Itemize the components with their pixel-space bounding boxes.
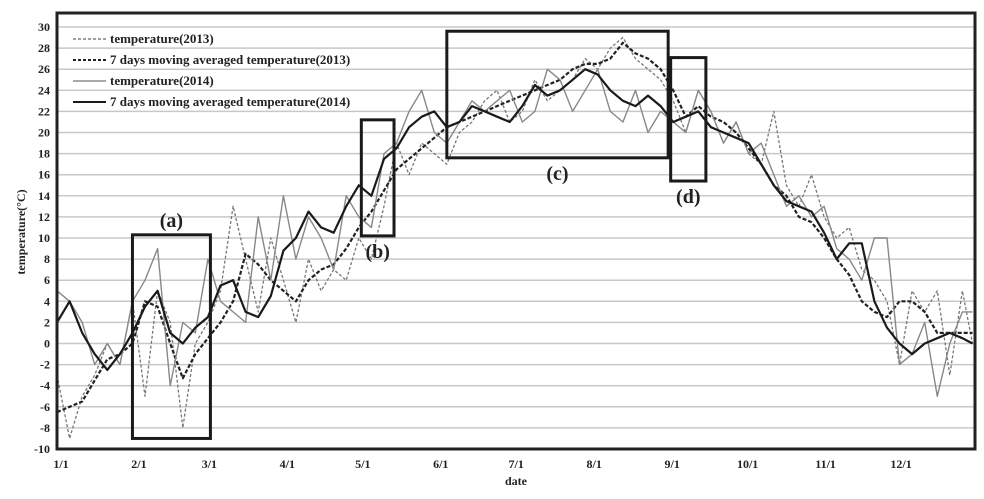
y-tick-label: -8 bbox=[40, 421, 50, 435]
x-tick-label: 8/1 bbox=[587, 457, 602, 471]
x-tick-label: 10/1 bbox=[737, 457, 758, 471]
x-axis-ticks: 1/1 2/1 3/1 4/1 5/1 6/1 7/1 8/1 9/1 10/1 11/1 12/1 bbox=[53, 457, 911, 471]
plot-frame bbox=[55, 11, 977, 451]
series-line-0 bbox=[56, 36, 974, 440]
x-tick-label: 7/1 bbox=[509, 457, 524, 471]
annotation-label: (d) bbox=[676, 186, 700, 208]
x-tick-label: 12/1 bbox=[890, 457, 911, 471]
x-axis-title: date bbox=[505, 474, 528, 488]
x-tick-label: 6/1 bbox=[433, 457, 448, 471]
y-tick-label: 16 bbox=[38, 168, 50, 182]
x-tick-label: 11/1 bbox=[815, 457, 836, 471]
series-line-3 bbox=[56, 68, 974, 371]
y-tick-label: 10 bbox=[38, 231, 50, 245]
y-tick-label: 24 bbox=[38, 83, 50, 97]
y-tick-label: -4 bbox=[40, 379, 50, 393]
annotation-box bbox=[359, 118, 396, 238]
y-tick-label: 14 bbox=[38, 189, 50, 203]
annotation-box bbox=[130, 233, 212, 440]
y-tick-label: 28 bbox=[38, 41, 50, 55]
x-tick-label: 2/1 bbox=[131, 457, 146, 471]
legend-label-moving-avg-2014: 7 days moving averaged temperature(2014) bbox=[110, 94, 350, 109]
annotation-label: (c) bbox=[546, 163, 568, 185]
annotation-label: (a) bbox=[160, 210, 183, 232]
annotation-box bbox=[445, 29, 670, 160]
x-tick-label: 5/1 bbox=[355, 457, 370, 471]
legend: temperature(2013) 7 days moving averaged… bbox=[73, 31, 350, 109]
x-tick-label: 4/1 bbox=[280, 457, 295, 471]
y-tick-label: 8 bbox=[44, 252, 50, 266]
y-tick-label: 20 bbox=[38, 126, 50, 140]
annotation-box bbox=[669, 56, 708, 183]
annotation-boxes: (a) (b) (c) (d) bbox=[130, 29, 708, 440]
legend-label-temperature-2014: temperature(2014) bbox=[110, 73, 214, 88]
y-tick-label: -10 bbox=[34, 442, 50, 456]
legend-label-moving-avg-2013: 7 days moving averaged temperature(2013) bbox=[110, 52, 350, 67]
y-tick-label: 2 bbox=[44, 315, 50, 329]
annotation-label: (b) bbox=[365, 241, 389, 263]
y-axis-title: temperature(°C) bbox=[14, 189, 28, 274]
y-tick-label: 22 bbox=[38, 104, 50, 118]
y-tick-label: 26 bbox=[38, 62, 50, 76]
x-tick-label: 3/1 bbox=[202, 457, 217, 471]
y-tick-label: 0 bbox=[44, 337, 50, 351]
y-tick-label: 6 bbox=[44, 273, 50, 287]
y-tick-label: 30 bbox=[38, 20, 50, 34]
y-tick-label: -6 bbox=[40, 400, 50, 414]
legend-label-temperature-2013: temperature(2013) bbox=[110, 31, 214, 46]
y-tick-label: 4 bbox=[44, 294, 50, 308]
x-tick-label: 1/1 bbox=[53, 457, 68, 471]
x-tick-label: 9/1 bbox=[664, 457, 679, 471]
y-tick-label: 18 bbox=[38, 147, 50, 161]
y-tick-label: -2 bbox=[40, 358, 50, 372]
y-tick-label: 12 bbox=[38, 210, 50, 224]
